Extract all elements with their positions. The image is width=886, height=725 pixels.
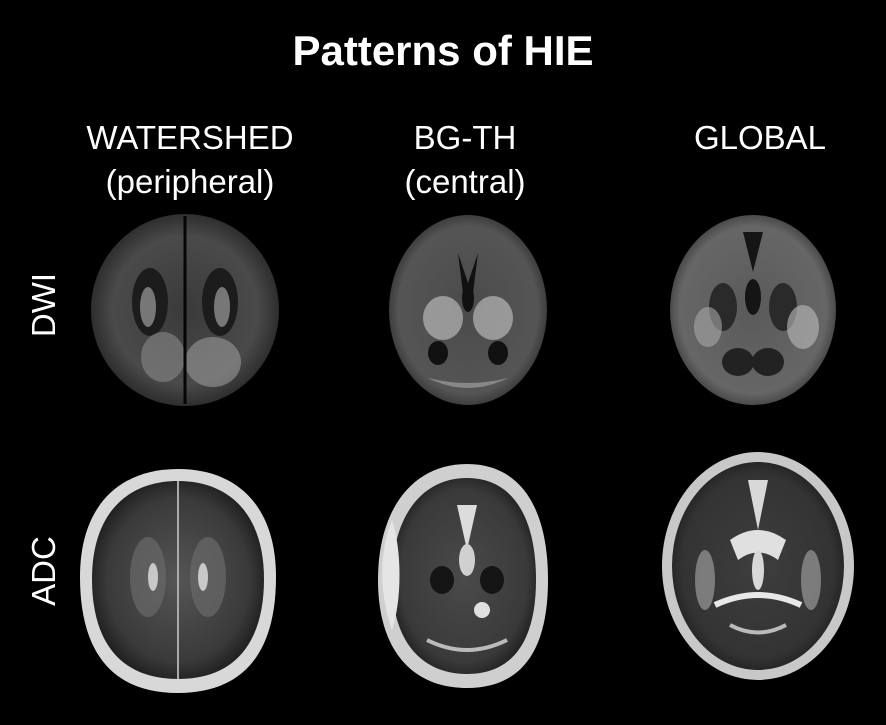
column-header-watershed: WATERSHED (peripheral) [60, 116, 320, 204]
column-header-global-line1: GLOBAL [693, 119, 827, 156]
adc-bgth-scan [378, 464, 548, 688]
column-header-global: GLOBAL [660, 116, 860, 160]
column-header-bgth-line1: BG-TH [413, 119, 517, 156]
column-header-watershed-line2: (peripheral) [105, 163, 275, 200]
column-header-bgth-line2: (central) [404, 163, 526, 200]
dwi-bgth-scan [389, 215, 547, 405]
dwi-watershed-scan [91, 214, 279, 406]
row-label-dwi: DWI [25, 272, 62, 338]
figure-title: Patterns of HIE [292, 27, 594, 74]
column-header-watershed-line1: WATERSHED [86, 119, 294, 156]
dwi-global-scan [670, 215, 836, 405]
row-label-adc: ADC [25, 536, 62, 606]
adc-global-scan [662, 452, 854, 680]
adc-watershed-scan [80, 469, 276, 693]
column-header-bgth: BG-TH (central) [360, 116, 570, 204]
